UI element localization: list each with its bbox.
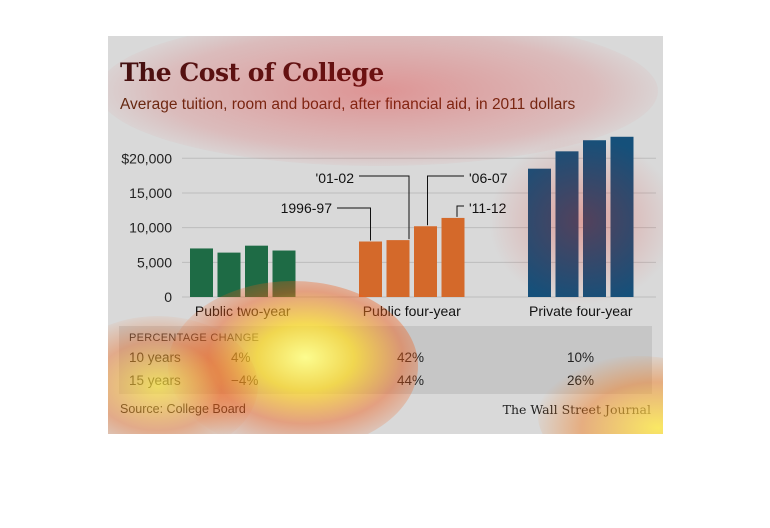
annotation-leader <box>427 175 464 226</box>
y-tick-label: 15,000 <box>129 185 172 201</box>
bar <box>528 168 551 297</box>
table-row-10-years: 10 years 4% 42% 10% <box>119 350 652 370</box>
value-public-two-year: −4% <box>231 373 259 388</box>
percentage-change-table: PERCENTAGE CHANGE 10 years 4% 42% 10% 15… <box>119 326 652 394</box>
bar <box>610 136 634 297</box>
y-tick-label: 5,000 <box>137 254 172 270</box>
period-annotation: '06-07 <box>469 170 508 186</box>
chart-subtitle: Average tuition, room and board, after f… <box>120 96 576 113</box>
bar <box>217 252 241 297</box>
value-public-two-year: 4% <box>231 350 251 365</box>
value-private-four-year: 10% <box>567 350 595 365</box>
bar <box>359 241 382 297</box>
bar <box>190 248 213 297</box>
value-public-four-year: 42% <box>397 350 425 365</box>
bar <box>555 151 579 297</box>
bar <box>441 217 465 297</box>
y-tick-label: 10,000 <box>129 220 172 236</box>
category-label: Public two-year <box>195 303 291 319</box>
chart-card: The Cost of College Average tuition, roo… <box>108 36 663 434</box>
annotation-leader <box>456 205 464 217</box>
bar <box>386 240 410 297</box>
row-label: 10 years <box>129 350 181 365</box>
percentage-change-header: PERCENTAGE CHANGE <box>129 332 260 344</box>
bar <box>272 250 296 297</box>
annotation-leader <box>337 207 371 241</box>
publisher-credit: The Wall Street Journal <box>502 402 651 417</box>
y-tick-label: 0 <box>164 289 172 305</box>
period-annotation: '11-12 <box>469 200 507 216</box>
value-public-four-year: 44% <box>397 373 425 388</box>
bar <box>583 140 606 297</box>
source-note: Source: College Board <box>120 402 246 416</box>
category-label: Private four-year <box>529 303 633 319</box>
bar <box>414 226 437 297</box>
row-label: 15 years <box>129 373 181 388</box>
annotation-leader <box>359 175 410 240</box>
category-label: Public four-year <box>363 303 461 319</box>
period-annotation: '01-02 <box>316 170 355 186</box>
table-row-15-years: 15 years −4% 44% 26% <box>119 373 652 393</box>
y-tick-label: $20,000 <box>121 150 172 166</box>
bar <box>245 245 268 297</box>
period-annotation: 1996-97 <box>281 200 333 216</box>
value-private-four-year: 26% <box>567 373 595 388</box>
chart-title: The Cost of College <box>120 58 384 87</box>
